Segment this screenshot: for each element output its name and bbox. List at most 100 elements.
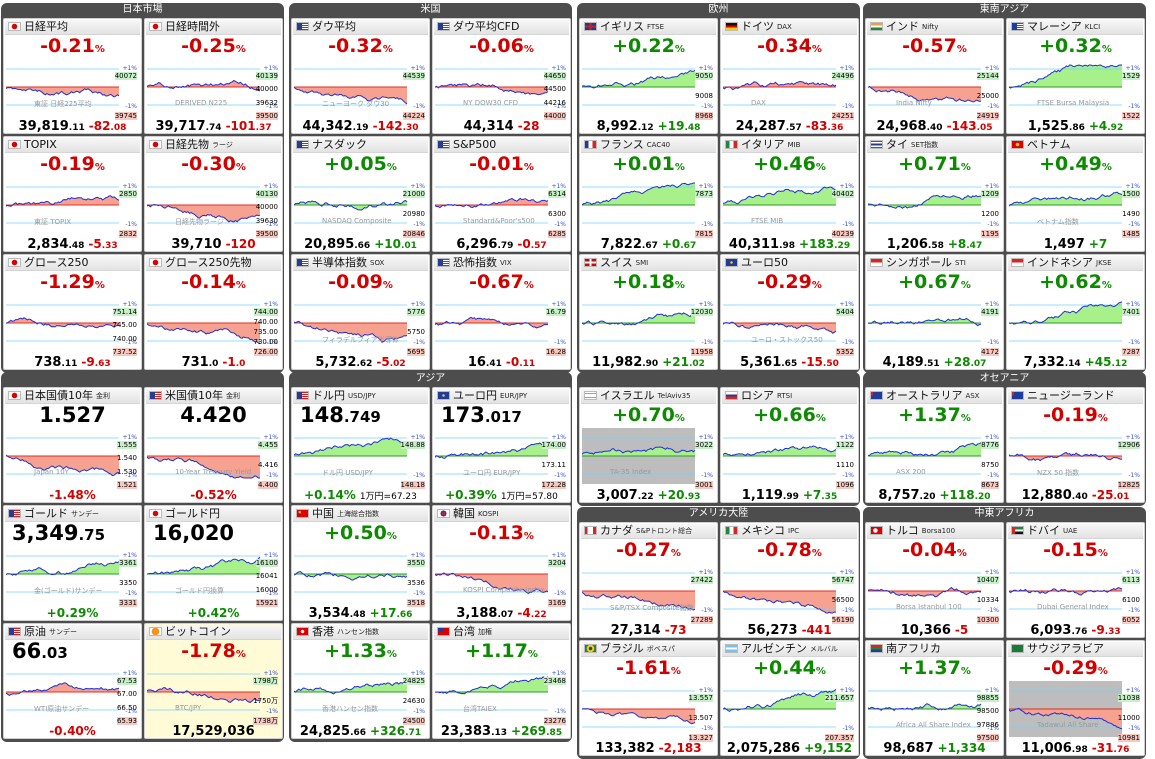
market-card[interactable]: フランス CAC40 +0.01% +1% -1% 7873 7815 7,822.67 +0.… — [579, 136, 718, 252]
market-card[interactable]: トルコ Borsa100 -0.04% +1% -1% 10407 10334 10300 Bo… — [865, 522, 1004, 638]
card-title-bar: 中国 上海総合指数 — [293, 507, 428, 522]
market-name: インド — [886, 20, 919, 33]
day-low-label: 8673 — [981, 481, 999, 489]
price-change-decimal: .07 — [970, 359, 987, 369]
price-chart — [1009, 681, 1123, 737]
market-card[interactable]: ブラジル ボベスパ -1.61% +1% -1% 13.557 13.507 13.327 13… — [579, 640, 718, 756]
market-card[interactable]: カナダ S&Pトロント総合 -0.27% +1% -1% 27422 27289 S&P/TS… — [579, 522, 718, 638]
country-flag-icon — [1011, 257, 1024, 267]
market-name: タイ — [886, 138, 908, 151]
market-card[interactable]: 香港 ハンセン指数 +1.33% +1% -1% 24825 24630 24500 香港ハンセ… — [291, 623, 430, 739]
price-change-integer: -25 — [1091, 488, 1114, 502]
market-card[interactable]: インドネシア JKSE +0.62% +1% -1% 7401 7287 7,332.14 +4… — [1006, 254, 1145, 370]
market-card[interactable]: タイ SET指数 +0.71% +1% -1% 1209 1200 1195 1,206.58 +… — [865, 136, 1004, 252]
market-card[interactable]: イタリア MIB +0.46% +1% -1% 40402 40239 FTSE MIB 40,… — [720, 136, 859, 252]
market-card[interactable]: ロシア RTSI +0.66% +1% -1% 1122 1110 1096 1,119.99 +… — [720, 387, 859, 503]
market-card[interactable]: 日経平均 -0.21% +1% -1% 40072 39745 東証 日経225平均 39,8… — [3, 18, 142, 134]
change-percent: +0.66% — [725, 404, 854, 430]
market-card[interactable]: 台湾 加権 +1.17% +1% -1% 23468 23276 台湾TAIEX 23,383.… — [432, 623, 571, 739]
market-card[interactable]: マレーシア KLCI +0.32% +1% -1% 1529 1522 FTSE Bursa … — [1006, 18, 1145, 134]
country-flag-icon — [1011, 525, 1024, 535]
chart-area — [147, 295, 282, 351]
percent-unit: % — [235, 162, 246, 173]
percent-unit: % — [960, 666, 971, 677]
last-price: 27,314 — [610, 623, 661, 638]
plus-one-percent-marker: +1% — [551, 65, 566, 72]
market-card[interactable]: イギリス FTSE +0.22% +1% -1% 9050 9008 8968 8,992.12… — [579, 18, 718, 134]
market-card[interactable]: オーストラリア ASX +1.37% +1% -1% 8776 8750 8673 ASX 20… — [865, 387, 1004, 503]
market-card[interactable]: グロース250先物 -0.14% +1% -1% 744.00 740.00 735.00 7… — [144, 254, 283, 370]
chart-area — [294, 428, 429, 484]
day-high-label: 9050 — [695, 72, 713, 80]
price-line — [6, 86, 120, 98]
percent-unit: % — [386, 649, 397, 660]
market-card[interactable]: イスラエル TelAviv35 +0.70% +1% -1% 3022 3001 TA-35 … — [579, 387, 718, 503]
market-card[interactable]: グロース250 -1.29% +1% -1% 751.14 745.00 740.00 737… — [3, 254, 142, 370]
market-card[interactable]: シンガポール STI +0.67% +1% -1% 4191 4172 4,189.51 +28… — [865, 254, 1004, 370]
day-low-label: 16.28 — [545, 348, 566, 356]
country-flag-icon — [870, 21, 883, 31]
market-card[interactable]: サウジアラビア -0.29% +1% -1% 11038 11000 10981 Tadawu… — [1006, 640, 1145, 756]
market-subname: USD/JPY — [348, 392, 376, 400]
market-card[interactable]: ナスダック +0.05% +1% -1% 21000 20980 20846 NASDAQ C… — [291, 136, 430, 252]
market-card[interactable]: TOPIX -0.19% +1% -1% 2850 2832 東証 TOPIX 2,834.4… — [3, 136, 142, 252]
market-card[interactable]: 日本国債10年 金利 1.527 +1% -1% 1.555 1.540 1.530 1.521… — [3, 387, 142, 503]
market-name: ドル円 — [312, 389, 345, 402]
price-change-decimal: .36 — [827, 123, 844, 133]
market-subname: S&Pトロント総合 — [636, 527, 693, 535]
market-card[interactable]: ユーロ円 EUR/JPY 173.017 +1% -1% 174.00 173.11 172.… — [432, 387, 571, 503]
market-card[interactable]: 中国 上海総合指数 +0.50% +1% -1% 3550 3536 3518 3,534.48… — [291, 505, 430, 621]
market-card[interactable]: ダウ平均CFD -0.06% +1% -1% 44650 44500 44216 44000 N… — [432, 18, 571, 134]
market-card[interactable]: 恐怖指数 VIX -0.67% +1% -1% 16.79 16.28 16.41 -0.11 — [432, 254, 571, 370]
country-flag-icon — [725, 139, 738, 149]
index-watermark: NASDAQ Composite — [322, 217, 392, 225]
change-percent-value: -0.04 — [902, 539, 957, 561]
market-card[interactable]: ユーロ50 -0.29% +1% -1% 5404 5352 ユーロ・ストックス50 5,36… — [720, 254, 859, 370]
market-card[interactable]: 韓国 KOSPI -0.13% +1% -1% 3204 3169 KOSPI Composi… — [432, 505, 571, 621]
market-card[interactable]: ダウ平均 -0.32% +1% -1% 44539 44224 ニューヨーク ダウ30 44,… — [291, 18, 430, 134]
chart-area — [582, 563, 717, 619]
minus-one-percent-marker: -1% — [1128, 103, 1140, 110]
market-card[interactable]: メキシコ IPC -0.78% +1% -1% 56747 56500 56190 56,273… — [720, 522, 859, 638]
country-flag-icon — [1011, 643, 1024, 653]
market-card[interactable]: 原油 サンデー 66.03 +1% -1% 67.53 67.00 66.50 65.93 WTI… — [3, 623, 142, 739]
change-percent: +1.37% — [870, 657, 999, 683]
market-subname: ASX — [965, 392, 980, 400]
market-card[interactable]: S&P500 -0.01% +1% -1% 6314 6300 6285 Standard&P… — [432, 136, 571, 252]
market-card[interactable]: スイス SMI +0.18% +1% -1% 12030 11958 11,982.90 +21… — [579, 254, 718, 370]
market-card[interactable]: インド Nifty -0.57% +1% -1% 25144 25000 24919 India… — [865, 18, 1004, 134]
index-watermark: 台湾TAIEX — [463, 705, 497, 713]
market-card[interactable]: 半導体指数 SOX -0.09% +1% -1% 5776 5750 5695 フィラデルフィア… — [291, 254, 430, 370]
market-card[interactable]: アルゼンチン メルバル +0.44% +1% -1% 211.657 207.357 2,07… — [720, 640, 859, 756]
chart-area — [868, 59, 1003, 115]
change-percent-value: -0.15 — [1043, 539, 1098, 561]
change-percent: -1.61% — [584, 657, 713, 683]
change-percent: +0.46% — [725, 153, 854, 179]
last-price-decimal: .20 — [919, 492, 936, 502]
market-card[interactable]: ベトナム +0.49% +1% -1% 1500 1490 1485 ベトナム指数 1,497 +… — [1006, 136, 1145, 252]
change-area — [435, 676, 548, 694]
market-card[interactable]: ドイツ DAX -0.34% +1% -1% 24496 24251 DAX 24,287.57… — [720, 18, 859, 134]
percent-unit: % — [1097, 666, 1108, 677]
market-card[interactable]: ドル円 USD/JPY 148.749 +1% -1% 148.88 148.18 ドル円 U… — [291, 387, 430, 503]
price-change-integer: -142 — [372, 119, 403, 133]
market-card[interactable]: 日経先物 ラージ -0.30% +1% -1% 40130 40000 39630 39500 日… — [144, 136, 283, 252]
market-card[interactable]: 日経時間外 -0.25% +1% -1% 40139 40000 39632 39500 DER… — [144, 18, 283, 134]
market-card[interactable]: ビットコイン -1.78% +1% -1% 1798万 1750万 1738万 BTC/JPY… — [144, 623, 283, 739]
price-chart — [723, 68, 837, 106]
plus-one-percent-marker: +1% — [698, 65, 713, 72]
market-card[interactable]: ドバイ UAE -0.15% +1% -1% 6113 6100 6052 Dubai Gene… — [1006, 522, 1145, 638]
market-card[interactable]: ニュージーランド -0.19% +1% -1% 12906 12825 NZX 50 指数 1… — [1006, 387, 1145, 503]
index-watermark: ユーロ円 EUR/JPY — [463, 469, 521, 477]
market-card[interactable]: ゴールド円 16,020 +1% -1% 16100 16041 16000 15921 ゴール… — [144, 505, 283, 621]
market-name: 韓国 — [453, 507, 475, 520]
last-price-decimal: .48 — [349, 610, 366, 620]
price-change-integer: +9,152 — [804, 741, 853, 755]
chart-area — [723, 177, 858, 233]
day-high-label: 44539 — [402, 72, 425, 80]
market-card[interactable]: ゴールド サンデー 3,349.75 +1% -1% 3361 3350 3331 金(ゴールド… — [3, 505, 142, 621]
bottom-line: 8,992.12 +19.48 — [580, 117, 717, 133]
market-card[interactable]: 南アフリカ +1.37% +1% -1% 98855 98500 97886 97500 Afr… — [865, 640, 1004, 756]
market-card[interactable]: 米国債10年 金利 4.420 +1% -1% 4.455 4.416 4.400 10-Yea… — [144, 387, 283, 503]
bottom-line: 1,119.99 +7.35 — [721, 486, 858, 502]
